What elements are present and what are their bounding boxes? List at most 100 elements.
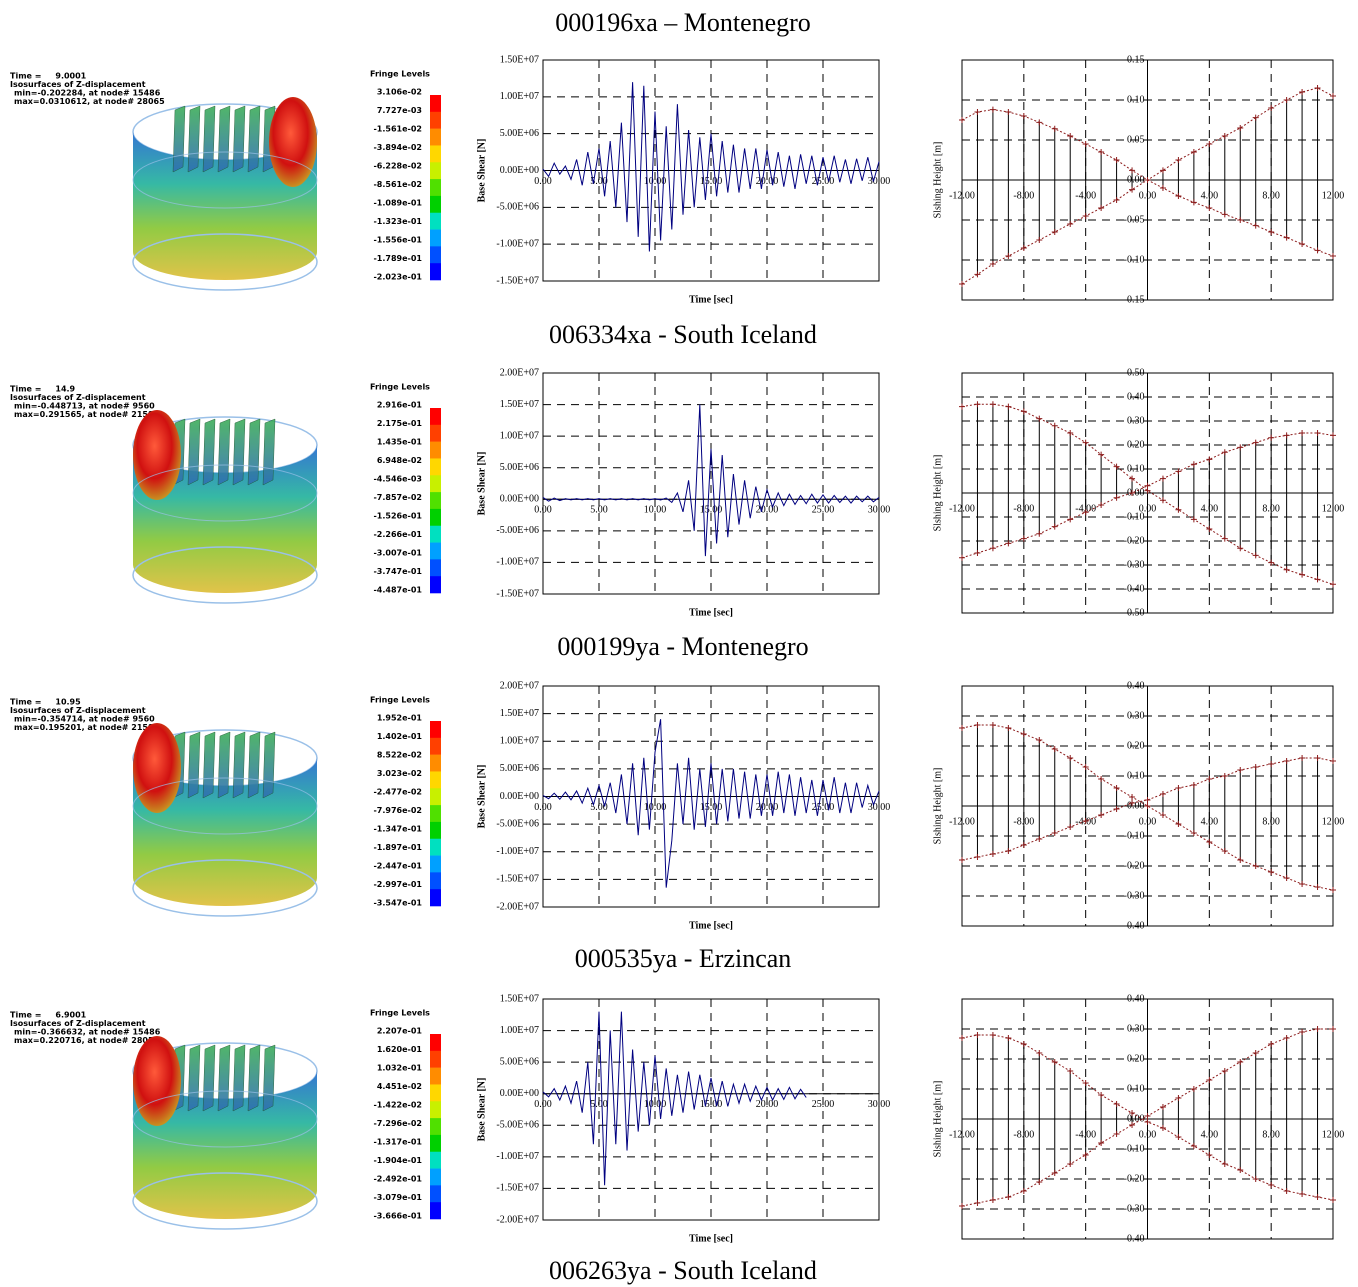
point-marker [1314, 85, 1321, 91]
colorbar-cell [430, 162, 441, 180]
point-marker [1005, 253, 1012, 259]
point-marker [1067, 516, 1074, 523]
point-marker [1020, 245, 1027, 251]
y-axis-label: Base Shear [N] [476, 139, 487, 203]
point-marker [1020, 1188, 1027, 1194]
colorbar-cell [430, 475, 441, 493]
point-marker [1206, 456, 1213, 463]
fringe-level: -7.857e-02 [373, 493, 422, 502]
point-marker [1221, 535, 1228, 542]
y-tick-label: 0.10 [1127, 770, 1145, 781]
isosurface-fin [262, 418, 276, 486]
colorbar-cell [430, 145, 441, 163]
fringe-level: 1.435e-01 [377, 438, 423, 447]
point-marker [1206, 526, 1213, 532]
render-info: max=0.220716, at node# 28053 [14, 1036, 159, 1045]
point-marker [1020, 731, 1027, 737]
colorbar-cell [430, 1168, 441, 1186]
point-marker [1299, 881, 1306, 887]
caption: 006334xa - South Iceland [549, 320, 817, 349]
point-marker [1098, 149, 1105, 155]
colorbar-cell [430, 788, 441, 806]
y-tick-label: 0.00E+00 [500, 1088, 539, 1099]
caption: 000199ya - Montenegro [557, 632, 808, 661]
colorbar-cell [430, 424, 441, 442]
point-marker [1252, 1050, 1259, 1056]
colorbar-cell [430, 559, 441, 577]
fringe-level: -2.023e-01 [373, 273, 422, 282]
point-marker [1252, 114, 1259, 121]
tank-bottom [132, 859, 318, 917]
fringe-level: -7.976e-02 [373, 806, 422, 815]
colorbar-cell [430, 889, 441, 907]
colorbar-cell [430, 441, 441, 459]
point-marker [1020, 842, 1027, 848]
point-marker [974, 109, 981, 115]
fringe-title: Fringe Levels [370, 383, 430, 392]
fringe-level: 2.916e-01 [377, 401, 423, 410]
x-tick-label: 5.00 [590, 1099, 608, 1110]
point-marker [1190, 1086, 1197, 1092]
point-marker [989, 1032, 996, 1038]
plot-frame [542, 998, 880, 1221]
colorbar-cell [430, 1084, 441, 1102]
isosurface-fin [247, 1044, 261, 1112]
point-marker [1113, 494, 1120, 501]
point-marker [1159, 475, 1166, 482]
y-tick-label: 1.50E+07 [500, 993, 539, 1004]
point-marker [1036, 119, 1043, 126]
point-marker [1082, 818, 1089, 824]
x-tick-label: 5.00 [590, 802, 608, 813]
point-marker [1005, 848, 1012, 854]
point-marker [1330, 1026, 1336, 1032]
point-marker [1051, 1170, 1058, 1176]
isosurface-fin [232, 731, 246, 799]
y-tick-label: 2.00E+07 [500, 680, 539, 691]
fringe-level: -8.561e-02 [373, 180, 422, 189]
colorbar-cell [430, 855, 441, 873]
point-marker [1175, 193, 1182, 199]
point-marker [1082, 509, 1089, 516]
point-marker [1299, 571, 1306, 578]
fringe-level: -4.546e-03 [373, 475, 422, 484]
caption: 000535ya - Erzincan [575, 944, 792, 973]
point-marker [1299, 1191, 1306, 1197]
point-marker [1314, 755, 1321, 761]
y-tick-label: -0.10 [1124, 1143, 1145, 1154]
fringe-level: 1.032e-01 [377, 1064, 423, 1073]
point-marker [1252, 863, 1259, 869]
point-marker [1098, 502, 1105, 508]
point-marker [1020, 113, 1027, 119]
point-marker [1330, 758, 1336, 764]
colorbar-cell [430, 408, 441, 426]
point-marker [1036, 530, 1043, 537]
point-marker [1268, 229, 1275, 235]
point-marker [1206, 1152, 1213, 1158]
isosurface-fin [262, 731, 276, 799]
point-marker [989, 851, 996, 857]
point-marker [1082, 439, 1089, 446]
fringe-level: 3.023e-02 [377, 769, 422, 778]
fringe-level: -1.556e-01 [373, 236, 422, 245]
point-marker [1067, 1068, 1074, 1074]
colorbar-cell [430, 1151, 441, 1169]
point-marker [1051, 523, 1058, 530]
isosurface-hot [269, 97, 317, 187]
x-tick-label: 10.00 [644, 176, 667, 187]
fringe-level: 2.207e-01 [377, 1027, 423, 1036]
isosurface-hot [133, 723, 181, 813]
y-tick-label: -0.30 [1124, 890, 1145, 901]
y-tick-label: -1.50E+07 [496, 275, 539, 286]
isosurface-fin [202, 105, 216, 173]
x-tick-label: 20.00 [756, 176, 779, 187]
point-marker [959, 403, 965, 410]
point-marker [959, 117, 965, 123]
fringe-level: 1.952e-01 [377, 714, 423, 723]
isosurface-hot [133, 410, 181, 500]
point-marker [1098, 812, 1105, 818]
isosurface-fin [247, 105, 261, 173]
signal-line [542, 82, 880, 252]
fringe-level: -6.228e-02 [373, 162, 422, 171]
colorbar-cell [430, 229, 441, 247]
isosurface-fin [202, 1044, 216, 1112]
